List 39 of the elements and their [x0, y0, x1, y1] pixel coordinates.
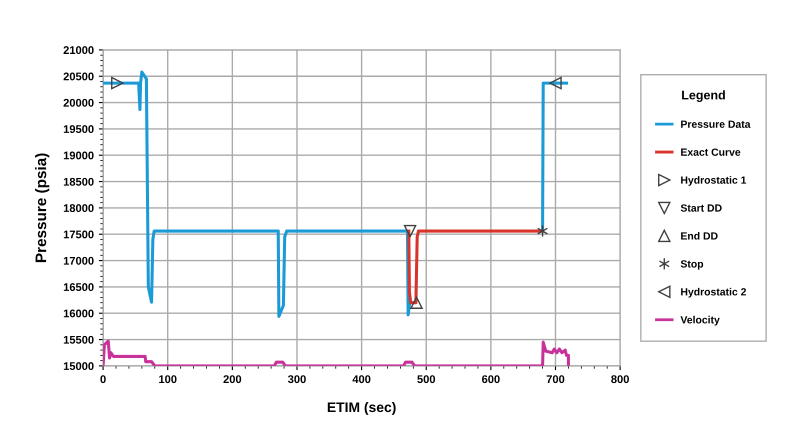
legend-title: Legend — [682, 90, 725, 102]
y-tick-label: 19000 — [64, 152, 94, 160]
legend-label: Start DD — [680, 204, 722, 212]
legend-label: Velocity — [680, 316, 720, 326]
x-tick-label: 300 — [288, 375, 306, 384]
x-tick-label: 600 — [482, 375, 500, 384]
x-tick-label: 700 — [546, 375, 564, 384]
y-tick-label: 20500 — [64, 72, 94, 80]
point — [549, 76, 562, 90]
legend-label: Exact Curve — [681, 148, 740, 156]
y-tick-label: 20000 — [64, 98, 94, 107]
y-tick-label: 18500 — [64, 178, 94, 186]
y-axis-title: Pressure (psia) — [35, 153, 50, 262]
x-tick-label: 400 — [352, 375, 370, 384]
x-tick-label: 500 — [417, 375, 436, 384]
y-tick-label: 18000 — [64, 204, 94, 212]
y-tick-label: 15500 — [64, 336, 94, 344]
y-tick-label: 15000 — [64, 362, 94, 370]
y-tick-label: 17000 — [64, 256, 94, 265]
x-tick-label: 200 — [223, 375, 242, 384]
point — [537, 224, 548, 238]
x-tick-label: 0 — [100, 375, 106, 384]
legend-label: Pressure Data — [681, 120, 751, 128]
y-tick-label: 16500 — [64, 283, 94, 292]
x-axis-title: ETIM (sec) — [328, 402, 396, 415]
y-tick-label: 16000 — [64, 310, 94, 318]
legend-label: Stop — [680, 260, 704, 270]
x-tick-label: 800 — [611, 375, 629, 384]
point — [410, 296, 423, 309]
y-tick-label: 19500 — [64, 125, 94, 134]
line-series — [103, 340, 570, 366]
point — [404, 224, 416, 238]
legend-label: Hydrostatic 2 — [681, 288, 746, 298]
y-tick-label: 17500 — [64, 230, 94, 238]
point — [111, 76, 124, 90]
x-tick-label: 100 — [159, 375, 177, 384]
legend-label: End DD — [681, 232, 718, 240]
y-tick-label: 21000 — [64, 46, 94, 54]
legend-label: Hydrostatic 1 — [681, 176, 746, 186]
